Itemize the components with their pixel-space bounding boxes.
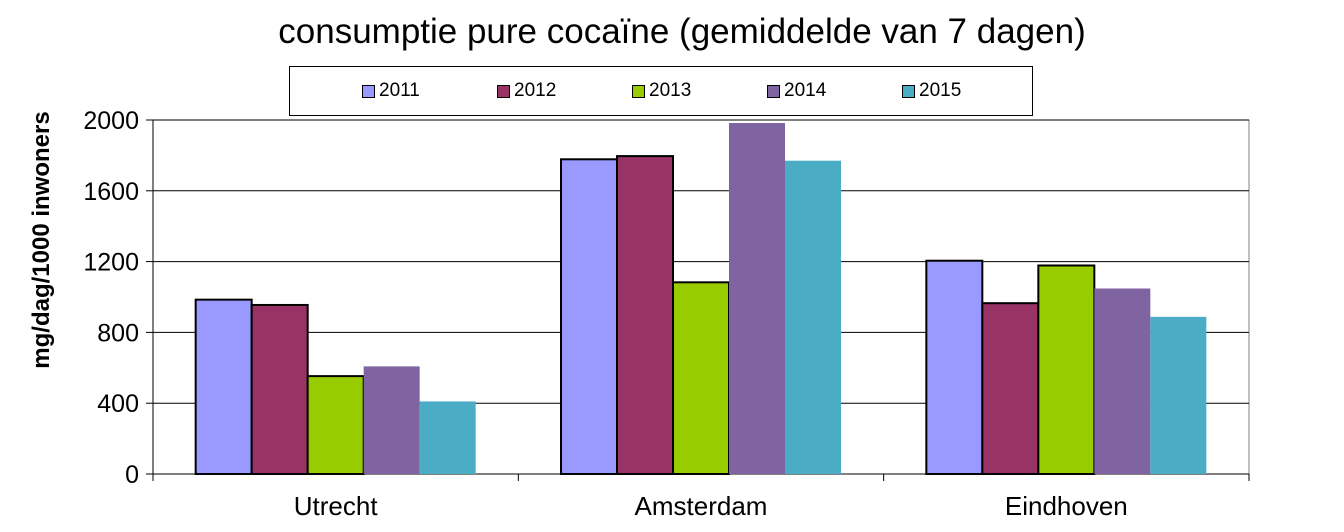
y-tick-label-800: 800 bbox=[97, 319, 139, 347]
legend-item-2015: 2015 bbox=[902, 80, 961, 102]
y-tick-label-1600: 1600 bbox=[83, 178, 139, 206]
x-tick-label-utrecht: Utrecht bbox=[294, 491, 379, 521]
y-tick-label-0: 0 bbox=[125, 461, 139, 489]
bar-eindhoven-2014 bbox=[1094, 288, 1151, 474]
bar-utrecht-2011 bbox=[194, 298, 253, 475]
chart-title: consumptie pure cocaïne (gemiddelde van … bbox=[278, 12, 1086, 51]
bar-eindhoven-2011 bbox=[925, 259, 984, 475]
bar-utrecht-2015 bbox=[419, 401, 476, 474]
legend-swatch-2012 bbox=[497, 84, 510, 98]
bar-amsterdam-2011 bbox=[560, 158, 618, 475]
legend-swatch-2014 bbox=[767, 84, 780, 98]
legend-label-2013: 2013 bbox=[649, 80, 692, 101]
legend-item-2012: 2012 bbox=[497, 80, 556, 102]
legend-swatch-2015 bbox=[902, 84, 915, 98]
legend-swatch-2011 bbox=[362, 84, 375, 98]
bar-eindhoven-2013 bbox=[1037, 264, 1096, 475]
bar-amsterdam-2015 bbox=[785, 160, 841, 474]
bar-utrecht-2014 bbox=[363, 366, 420, 474]
legend-label-2012: 2012 bbox=[514, 80, 557, 101]
legend-item-2014: 2014 bbox=[767, 80, 826, 102]
bar-amsterdam-2014 bbox=[729, 123, 785, 474]
legend-label-2011: 2011 bbox=[379, 80, 420, 101]
bar-utrecht-2013 bbox=[306, 375, 365, 475]
bar-amsterdam-2012 bbox=[616, 155, 674, 475]
bar-eindhoven-2012 bbox=[981, 302, 1040, 475]
legend-item-2011: 2011 bbox=[362, 80, 420, 102]
bar-amsterdam-2013 bbox=[672, 281, 730, 475]
legend-label-2014: 2014 bbox=[784, 80, 827, 101]
x-tick-label-eindhoven: Eindhoven bbox=[1005, 491, 1128, 521]
bar-eindhoven-2015 bbox=[1150, 316, 1207, 474]
legend-item-2013: 2013 bbox=[632, 80, 691, 102]
y-tick-label-2000: 2000 bbox=[83, 107, 139, 135]
legend-swatch-2013 bbox=[632, 84, 645, 98]
legend: 2011 2012 2013 2014 2015 bbox=[289, 66, 1033, 116]
x-tick-label-amsterdam: Amsterdam bbox=[635, 491, 768, 521]
y-tick-label-400: 400 bbox=[97, 390, 139, 418]
legend-label-2015: 2015 bbox=[919, 80, 962, 101]
y-tick-label-1200: 1200 bbox=[83, 249, 139, 277]
bar-utrecht-2012 bbox=[250, 303, 309, 475]
